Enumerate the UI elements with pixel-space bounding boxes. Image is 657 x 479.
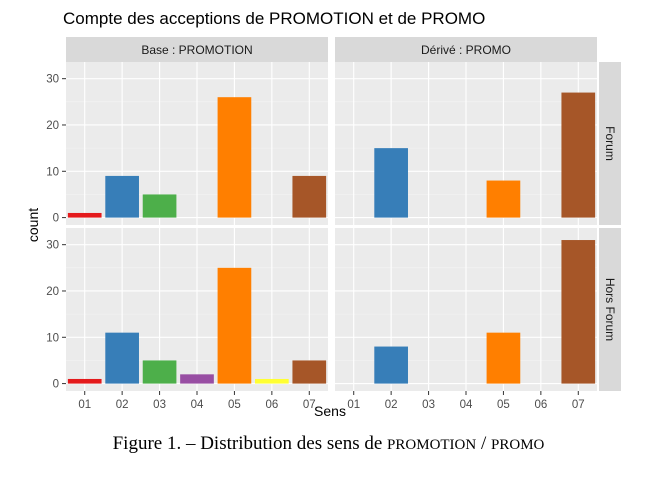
x-tick-label: 05	[497, 399, 510, 411]
facet-panel	[66, 62, 328, 225]
facet-panel	[335, 228, 597, 391]
bar-01	[67, 378, 102, 384]
x-tick-label: 04	[191, 399, 204, 411]
y-tick-label: 20	[46, 120, 59, 132]
figure-caption: Figure 1. – Distribution des sens de PRO…	[0, 433, 657, 455]
bar-03	[142, 360, 177, 384]
facet-panel	[66, 228, 328, 391]
x-axis-label: Sens	[314, 403, 346, 419]
caption-term-promotion: PROMOTION	[387, 437, 477, 453]
x-tick-label: 03	[422, 399, 435, 411]
x-tick-label: 06	[265, 399, 278, 411]
bar-07	[561, 240, 596, 384]
y-tick-label: 20	[46, 286, 59, 298]
bar-02	[105, 175, 139, 218]
bar-07	[292, 360, 327, 384]
x-tick-label: 01	[78, 399, 91, 411]
x-tick-label: 02	[385, 399, 398, 411]
x-tick-label: 05	[228, 399, 241, 411]
x-tick-label: 07	[303, 399, 316, 411]
y-tick-label: 0	[53, 213, 59, 225]
bar-01	[67, 212, 102, 218]
x-tick-label: 02	[116, 399, 129, 411]
faceted-bar-chart: Compte des acceptions de PROMOTION et de…	[25, 9, 621, 419]
bar-07	[561, 92, 596, 218]
row-strip-label: Hors Forum	[603, 278, 617, 341]
y-tick-label: 0	[53, 379, 59, 391]
bar-05	[486, 180, 521, 218]
y-tick-label: 10	[46, 332, 59, 344]
bar-05	[217, 267, 252, 384]
bar-03	[142, 194, 177, 218]
row-strip-label: Forum	[603, 126, 617, 161]
row-strip	[599, 228, 621, 391]
column-strip-label: Base : PROMOTION	[141, 43, 252, 57]
plot-area: Base : PROMOTION Dérivé : PROMO Forum Hors …	[46, 37, 621, 411]
column-strip	[66, 37, 328, 62]
x-tick-label: 07	[572, 399, 585, 411]
caption-separator: /	[476, 433, 492, 454]
y-axis-label: count	[25, 208, 41, 242]
x-tick-label: 03	[153, 399, 166, 411]
y-tick-label: 30	[46, 240, 59, 252]
bar-06	[255, 378, 289, 384]
bar-04	[180, 374, 214, 384]
y-tick-label: 30	[46, 74, 59, 86]
bar-07	[292, 175, 327, 218]
column-strip	[335, 37, 597, 62]
x-tick-label: 01	[347, 399, 360, 411]
x-tick-label: 04	[460, 399, 473, 411]
bar-05	[217, 97, 252, 218]
column-strip-label: Dérivé : PROMO	[421, 43, 511, 57]
x-tick-label: 06	[534, 399, 547, 411]
bar-05	[486, 332, 521, 384]
caption-term-promo: PROMO	[491, 437, 545, 453]
caption-prefix: Figure 1. – Distribution des sens de	[112, 433, 388, 454]
bar-02	[374, 148, 408, 218]
bar-02	[374, 346, 408, 384]
row-strip	[599, 62, 621, 225]
y-tick-label: 10	[46, 166, 59, 178]
bar-02	[105, 332, 139, 384]
facet-panel	[335, 62, 597, 225]
chart-title: Compte des acceptions de PROMOTION et de…	[63, 9, 485, 28]
